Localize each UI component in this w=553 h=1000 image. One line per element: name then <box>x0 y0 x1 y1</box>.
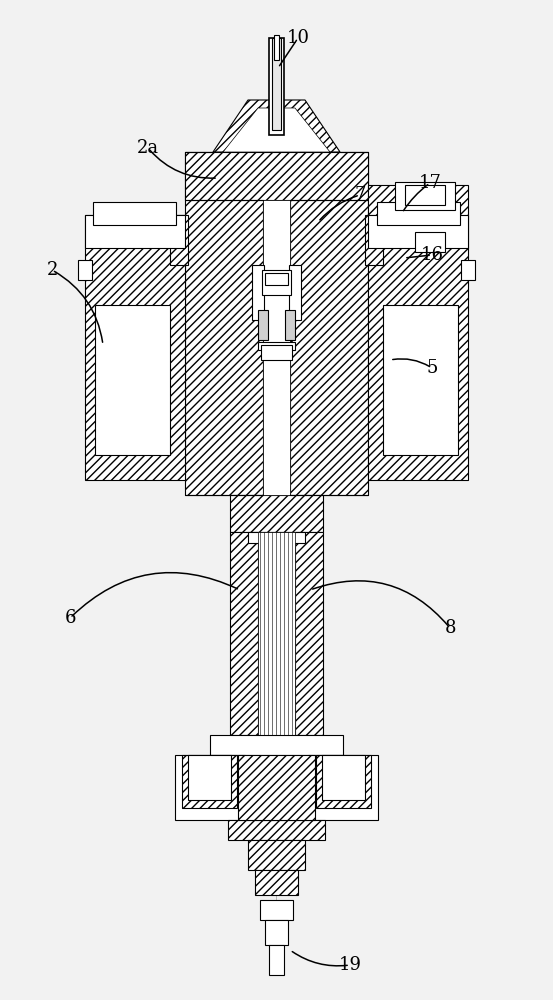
Bar <box>182 755 237 808</box>
Bar <box>228 820 325 840</box>
Bar <box>238 755 315 820</box>
Bar <box>258 342 295 350</box>
Bar <box>258 532 295 735</box>
Bar <box>93 202 176 225</box>
Bar <box>175 755 245 820</box>
Bar <box>368 215 468 248</box>
Bar <box>260 900 293 920</box>
Bar <box>95 305 170 455</box>
Text: 5: 5 <box>426 359 437 377</box>
Bar <box>78 260 92 280</box>
Bar <box>415 232 445 252</box>
Bar <box>368 185 468 480</box>
Text: 7: 7 <box>354 186 366 204</box>
Bar <box>265 273 288 285</box>
Bar <box>248 532 305 543</box>
Text: 16: 16 <box>420 246 444 264</box>
Bar <box>272 38 281 130</box>
Bar <box>295 532 323 735</box>
Text: 17: 17 <box>419 174 441 192</box>
Bar <box>262 270 291 295</box>
Bar <box>461 260 475 280</box>
Bar <box>170 215 188 265</box>
Bar <box>405 185 445 205</box>
Bar <box>230 495 323 532</box>
Bar <box>269 38 284 135</box>
Text: 2: 2 <box>46 261 58 279</box>
Polygon shape <box>223 108 330 152</box>
Bar <box>210 735 343 755</box>
Bar <box>261 345 292 360</box>
Text: 2a: 2a <box>137 139 159 157</box>
Bar <box>316 755 371 808</box>
Bar <box>185 152 263 495</box>
Polygon shape <box>213 100 340 152</box>
Text: 19: 19 <box>338 956 362 974</box>
Bar <box>85 215 185 480</box>
Bar <box>258 310 268 340</box>
Bar <box>289 265 301 320</box>
Bar <box>248 840 305 870</box>
Text: 10: 10 <box>286 29 310 47</box>
Bar <box>308 755 378 820</box>
Bar <box>395 182 455 210</box>
Bar <box>255 870 298 895</box>
Text: 6: 6 <box>64 609 76 627</box>
Bar <box>252 265 264 320</box>
Bar <box>290 152 368 495</box>
Bar <box>230 532 258 735</box>
Bar <box>285 310 295 340</box>
Bar <box>263 200 290 495</box>
Bar <box>274 35 279 60</box>
Bar <box>269 945 284 975</box>
Bar <box>265 920 288 945</box>
Bar <box>185 152 368 200</box>
Text: 8: 8 <box>444 619 456 637</box>
Bar <box>322 755 365 800</box>
Bar <box>188 755 231 800</box>
Bar <box>85 215 185 248</box>
Bar <box>365 215 383 265</box>
Bar <box>383 305 458 455</box>
Bar <box>377 202 460 225</box>
